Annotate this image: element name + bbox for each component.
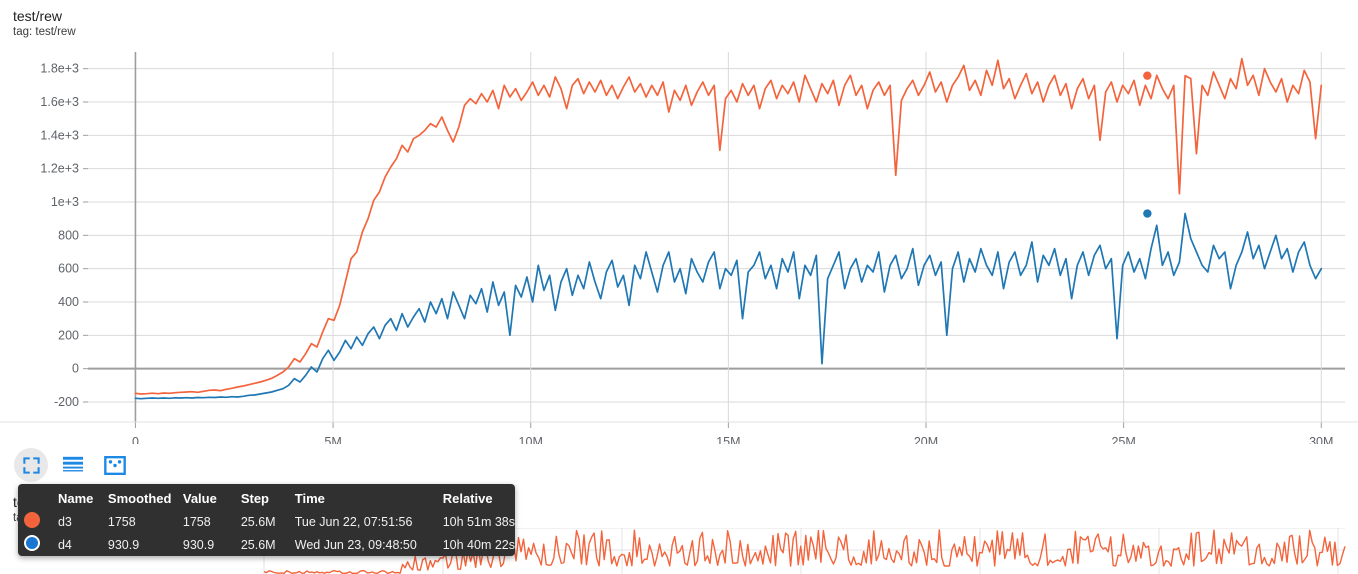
y-tick-label: -200: [54, 395, 79, 409]
tooltip-col-smoothed: Smoothed: [107, 491, 172, 506]
tooltip-row: d3 1758 1758 25.6M Tue Jun 22, 07:51:56 10h 5…: [18, 510, 515, 533]
series-line-d4[interactable]: [134, 212, 1323, 400]
x-tick-label: 5M: [324, 435, 341, 444]
highlight-point-d4[interactable]: [1143, 209, 1152, 218]
page-title: test/rew: [13, 8, 63, 24]
chart-toolbar: [14, 448, 132, 482]
x-tick-label: 10M: [519, 435, 543, 444]
tooltip-cell-relative: 10h 40m 22s: [442, 537, 515, 552]
tooltip-col-time: Time: [294, 491, 325, 506]
y-tick-label: 1.6e+3: [40, 95, 79, 109]
tooltip-col-name: Name: [57, 491, 94, 506]
y-tick-label: 400: [58, 295, 79, 309]
x-tick-label: 15M: [716, 435, 740, 444]
tooltip-cell-step: 25.6M: [240, 537, 276, 552]
series-color-swatch: [18, 510, 58, 533]
line-chart-svg[interactable]: -200 0 200 400 600 800 1e+3 1.2e+3 1.4e+3 1.6e+3 1…: [0, 44, 1358, 444]
y-tick-label: 800: [58, 228, 79, 242]
y-tick-label: 1e+3: [51, 195, 79, 209]
tooltip-col-value: Value: [182, 491, 217, 506]
fit-domain-icon-glyph: [104, 455, 126, 475]
y-tick-label: 1.4e+3: [40, 128, 79, 142]
tooltip-row: d4 930.9 930.9 25.6M Wed Jun 23, 09:48:50 10h…: [18, 533, 515, 556]
lines-icon[interactable]: [56, 448, 90, 482]
y-tick-label: 1.2e+3: [40, 162, 79, 176]
fit-domain-icon[interactable]: [98, 448, 132, 482]
chart-card-test-rew: test/rew tag: test/rew -200 0 200 400 600 800…: [0, 8, 1358, 482]
tooltip-cell-smoothed: 1758: [107, 514, 136, 529]
lines-icon-glyph: [63, 456, 83, 472]
x-tick-label: 30M: [1309, 435, 1333, 444]
tooltip-header-row: Name Smoothed Value Step Time Relative: [18, 484, 515, 510]
y-tick-label: 200: [58, 328, 79, 342]
tooltip-cell-name: d4: [57, 537, 72, 552]
series-line-d3[interactable]: [134, 57, 1323, 395]
tooltip-col-relative: Relative: [442, 491, 493, 506]
x-tick-label: 20M: [914, 435, 938, 444]
tooltip-cell-smoothed: 930.9: [107, 537, 140, 552]
x-tick-label: 0: [132, 435, 139, 444]
tooltip-col-step: Step: [240, 491, 269, 506]
tooltip-cell-relative: 10h 51m 38s: [442, 514, 515, 529]
tooltip-cell-name: d3: [57, 514, 72, 529]
series-dot-d4: [24, 535, 40, 551]
y-tick-label: 0: [72, 362, 79, 376]
series-dot-d3: [24, 512, 40, 528]
y-tick-label: 1.8e+3: [40, 62, 79, 76]
x-tick-label: 25M: [1111, 435, 1135, 444]
y-tick-label: 600: [58, 262, 79, 276]
tooltip-cell-value: 1758: [182, 514, 211, 529]
highlight-point-d3[interactable]: [1143, 71, 1152, 80]
chart-tag-label: tag: test/rew: [13, 26, 76, 38]
chart-plot-area[interactable]: -200 0 200 400 600 800 1e+3 1.2e+3 1.4e+3 1.6e+3 1…: [0, 44, 1358, 444]
tooltip-table: Name Smoothed Value Step Time Relative d…: [18, 484, 515, 556]
tooltip-cell-step: 25.6M: [240, 514, 276, 529]
chart-tooltip: Name Smoothed Value Step Time Relative d…: [18, 484, 515, 556]
expand-icon[interactable]: [14, 448, 48, 482]
tooltip-cell-value: 930.9: [182, 537, 215, 552]
tooltip-cell-time: Tue Jun 22, 07:51:56: [294, 514, 413, 529]
tooltip-col-swatch: [18, 484, 58, 510]
series-color-swatch: [18, 533, 58, 556]
tooltip-cell-time: Wed Jun 23, 09:48:50: [294, 537, 417, 552]
